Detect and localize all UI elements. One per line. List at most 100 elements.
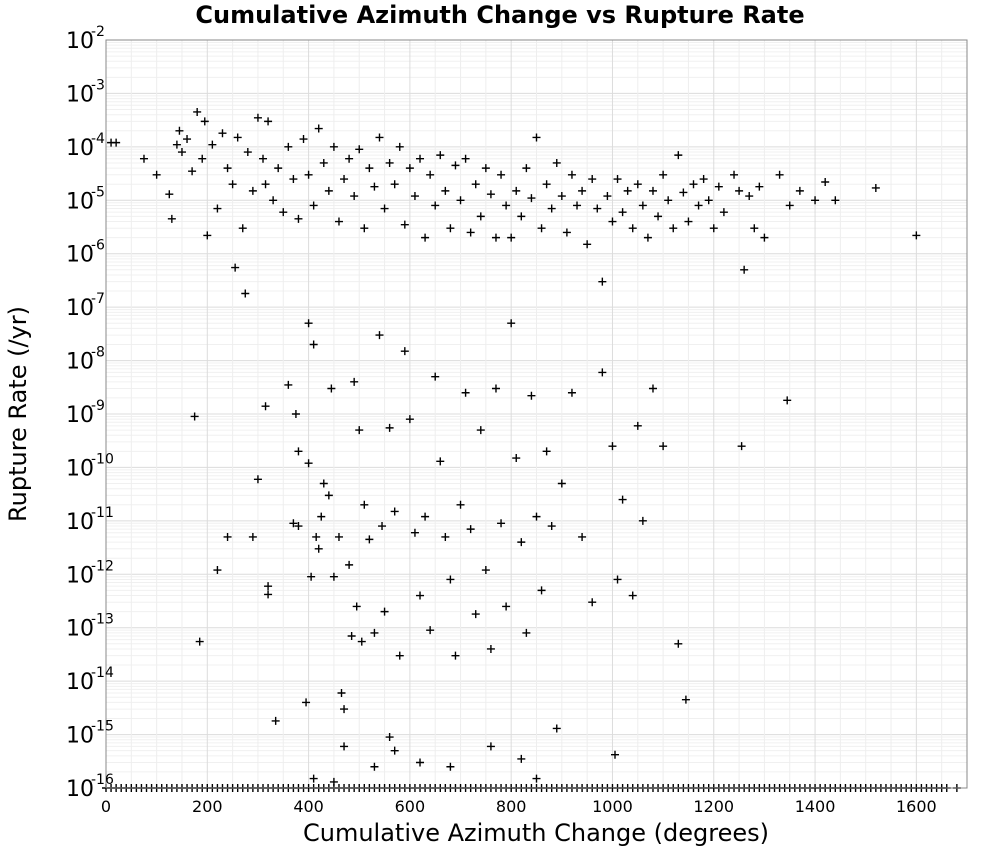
data-point [567, 388, 576, 397]
data-point [360, 224, 369, 233]
data-point [365, 535, 374, 544]
y-tick-label: 10-6 [66, 238, 105, 268]
data-point [669, 224, 678, 233]
data-point [547, 522, 556, 531]
data-point [139, 154, 148, 163]
data-point [512, 454, 521, 463]
data-point [512, 186, 521, 195]
x-tick-label: 1400 [795, 797, 836, 816]
data-point [238, 224, 247, 233]
data-point [340, 175, 349, 184]
data-point [679, 188, 688, 197]
y-tick-base: 10 [66, 296, 94, 321]
data-point [261, 402, 270, 411]
data-point [547, 204, 556, 213]
data-point [152, 170, 161, 179]
data-point [243, 148, 252, 157]
data-point [355, 426, 364, 435]
data-point [223, 532, 232, 541]
y-tick-exponent: -10 [91, 451, 114, 467]
data-point [352, 602, 361, 611]
data-point [312, 532, 321, 541]
y-tick-exponent: -4 [91, 131, 105, 147]
data-point [517, 754, 526, 763]
data-point [486, 190, 495, 199]
data-point [446, 762, 455, 771]
y-tick-exponent: -7 [91, 291, 105, 307]
y-tick-label: 10-12 [66, 558, 114, 588]
data-point [271, 716, 280, 725]
data-point [593, 204, 602, 213]
data-point [279, 208, 288, 217]
y-tick-label: 10-8 [66, 345, 105, 375]
data-point [410, 528, 419, 537]
y-tick-exponent: -9 [91, 398, 105, 414]
data-point [289, 519, 298, 528]
data-point [507, 319, 516, 328]
data-point [370, 628, 379, 637]
data-point [471, 180, 480, 189]
data-point [253, 475, 262, 484]
data-point [375, 133, 384, 142]
y-tick-label: 10-14 [66, 665, 114, 695]
x-tick-label: 1000 [592, 797, 633, 816]
data-point [775, 170, 784, 179]
data-point [567, 170, 576, 179]
y-tick-label: 10-3 [66, 77, 105, 107]
data-point [466, 228, 475, 237]
data-point [532, 512, 541, 521]
data-point [618, 208, 627, 217]
y-tick-exponent: -2 [91, 24, 105, 40]
data-point [385, 158, 394, 167]
data-point [681, 695, 690, 704]
y-tick-base: 10 [66, 777, 94, 802]
data-point [327, 384, 336, 393]
data-point [421, 512, 430, 521]
data-point [385, 733, 394, 742]
y-tick-base: 10 [66, 724, 94, 749]
data-point [613, 575, 622, 584]
data-point [623, 186, 632, 195]
data-point [284, 142, 293, 151]
y-tick-base: 10 [66, 189, 94, 214]
data-point [345, 560, 354, 569]
data-point [476, 426, 485, 435]
data-point [309, 340, 318, 349]
data-point [491, 384, 500, 393]
data-point [689, 180, 698, 189]
data-point [654, 212, 663, 221]
data-point [264, 582, 273, 591]
data-point [347, 631, 356, 640]
data-point [200, 117, 209, 126]
data-point [783, 396, 792, 405]
data-point [329, 142, 338, 151]
data-point [380, 204, 389, 213]
y-tick-label: 10-5 [66, 184, 105, 214]
y-tick-base: 10 [66, 243, 94, 268]
y-tick-exponent: -12 [91, 558, 114, 574]
data-point [552, 158, 561, 167]
data-point [375, 331, 384, 340]
data-point [319, 158, 328, 167]
data-point [431, 201, 440, 210]
data-point [378, 522, 387, 531]
data-point [441, 532, 450, 541]
data-point [294, 214, 303, 223]
data-point [451, 161, 460, 170]
data-point [578, 532, 587, 541]
y-axis-label: Rupture Rate (/yr) [4, 306, 32, 522]
data-point [532, 774, 541, 783]
data-point [370, 182, 379, 191]
data-point [355, 145, 364, 154]
data-point [537, 586, 546, 595]
chart-title: Cumulative Azimuth Change vs Rupture Rat… [195, 1, 804, 29]
data-point [552, 724, 561, 733]
data-point [264, 590, 273, 599]
data-point [811, 196, 820, 205]
data-point [507, 233, 516, 242]
data-point [314, 544, 323, 553]
data-point [451, 651, 460, 660]
data-point [324, 491, 333, 500]
data-point [497, 170, 506, 179]
